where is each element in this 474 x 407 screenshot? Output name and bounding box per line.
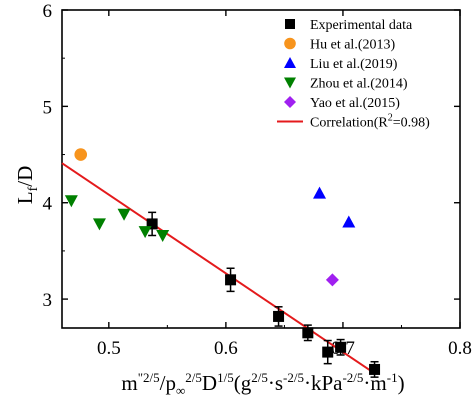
y-tick-label: 6 — [43, 1, 53, 22]
x-axis-title: m"2/5/p∞2/5D1/5(g2/5·s-2/5·kPa-2/5·m-1) — [121, 370, 404, 398]
legend-marker — [284, 96, 296, 108]
x-tick-label: 0.5 — [97, 338, 121, 359]
data-point — [322, 346, 334, 358]
data-point — [325, 273, 339, 287]
y-tick-label: 3 — [43, 290, 53, 311]
data-point — [342, 215, 356, 228]
y-tick-label: 4 — [43, 194, 53, 215]
legend-label: Correlation(R2=0.98) — [310, 113, 430, 131]
data-point — [335, 341, 347, 353]
legend-label: Yao et al.(2015) — [310, 96, 400, 111]
data-point — [313, 186, 327, 199]
legend-marker — [285, 19, 295, 29]
legend-marker — [284, 37, 296, 50]
legend-marker — [284, 57, 296, 68]
data-point — [74, 148, 88, 161]
legend-marker — [284, 77, 296, 89]
y-axis-title: Lf/D — [13, 166, 41, 205]
data-point — [117, 208, 131, 221]
data-point — [225, 274, 237, 286]
x-tick-label: 0.6 — [214, 338, 238, 359]
data-point — [156, 229, 170, 242]
data-point — [369, 363, 381, 375]
x-tick-label: 0.8 — [448, 338, 472, 359]
plot-frame — [61, 9, 461, 329]
legend-label: Experimental data — [310, 18, 413, 33]
legend-label: Hu et al.(2013) — [310, 38, 395, 53]
correlation-line — [61, 162, 376, 375]
data-point — [92, 218, 106, 231]
data-point — [64, 195, 78, 208]
y-tick-label: 5 — [43, 97, 53, 118]
data-point — [302, 327, 314, 339]
data-point — [138, 226, 152, 239]
legend-label: Zhou et al.(2014) — [310, 77, 408, 92]
data-point — [146, 218, 158, 230]
legend-label: Liu et al.(2019) — [310, 57, 398, 72]
data-point — [273, 310, 285, 322]
